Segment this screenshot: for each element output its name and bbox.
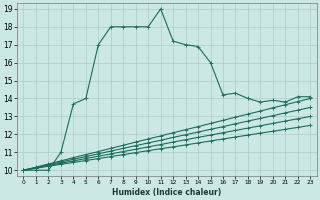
X-axis label: Humidex (Indice chaleur): Humidex (Indice chaleur) (112, 188, 221, 197)
